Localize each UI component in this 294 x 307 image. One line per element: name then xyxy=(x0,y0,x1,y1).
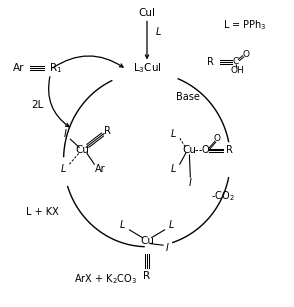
Text: R$_1$: R$_1$ xyxy=(49,61,62,75)
Text: Base: Base xyxy=(176,92,200,102)
Text: CuI: CuI xyxy=(138,8,156,18)
Text: R: R xyxy=(104,126,111,136)
Text: R: R xyxy=(208,57,214,67)
Text: O: O xyxy=(202,146,209,155)
Text: Cu: Cu xyxy=(140,235,154,246)
Text: Ar: Ar xyxy=(13,63,25,73)
Text: L: L xyxy=(171,164,176,174)
Text: Cu: Cu xyxy=(76,146,90,155)
Text: L: L xyxy=(119,220,125,230)
Text: I: I xyxy=(189,177,192,188)
Text: O: O xyxy=(242,50,249,59)
Text: R: R xyxy=(226,146,233,155)
Text: I: I xyxy=(166,243,169,253)
Text: C: C xyxy=(232,57,238,66)
Text: L$_3$CuI: L$_3$CuI xyxy=(133,62,161,76)
Text: L = PPh$_3$: L = PPh$_3$ xyxy=(223,18,267,32)
Text: Cu: Cu xyxy=(183,146,196,155)
Text: L: L xyxy=(156,27,161,37)
Text: L: L xyxy=(169,220,175,230)
Text: 2L: 2L xyxy=(31,99,44,110)
Text: R: R xyxy=(143,271,151,281)
Text: Ar: Ar xyxy=(95,164,106,174)
Text: ArX + K$_2$CO$_3$: ArX + K$_2$CO$_3$ xyxy=(74,272,138,286)
Text: L: L xyxy=(171,129,176,139)
Text: L: L xyxy=(61,164,66,174)
Text: I: I xyxy=(64,129,66,139)
Text: OH: OH xyxy=(231,66,245,75)
Text: L + KX: L + KX xyxy=(26,207,58,216)
Text: -CO$_2$: -CO$_2$ xyxy=(211,189,235,203)
Text: O: O xyxy=(214,134,221,143)
